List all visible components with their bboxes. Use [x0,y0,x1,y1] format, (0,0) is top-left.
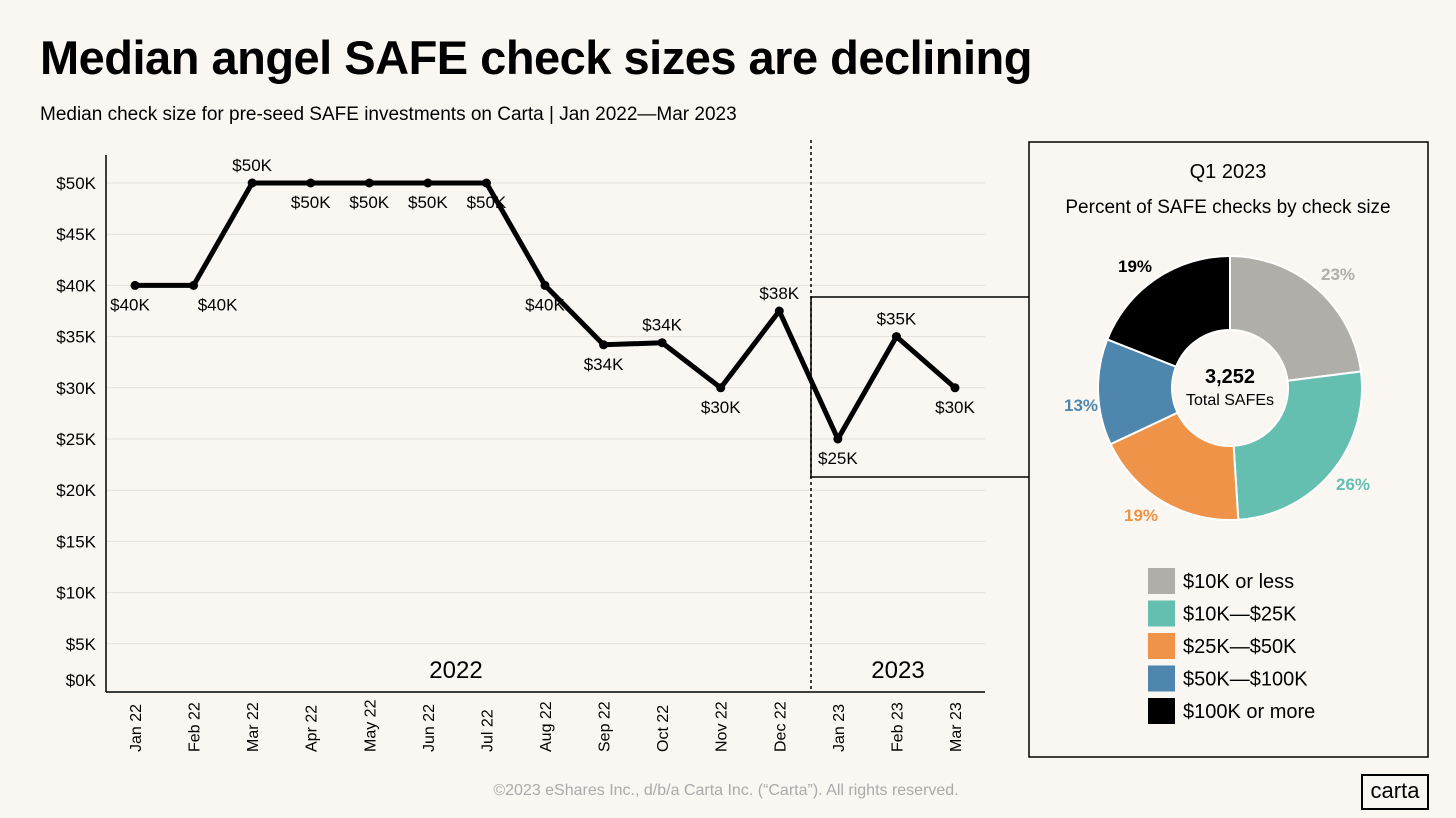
data-point [950,383,960,393]
legend-label: $50K—$100K [1183,669,1308,691]
y-tick-label: $50K [56,174,96,193]
data-point [716,383,726,393]
data-point [833,434,843,444]
pie-subtitle: Percent of SAFE checks by check size [1065,197,1390,218]
x-tick-label: May 22 [362,699,379,752]
legend-swatch [1148,600,1175,627]
y-tick-label: $40K [56,276,96,295]
pie-center-label: Total SAFEs [1186,392,1274,409]
data-label: $50K [408,193,448,212]
data-label: $34K [642,316,682,335]
y-tick-label: $0K [66,671,97,690]
pie-slice [1109,411,1240,521]
data-label: $35K [877,310,917,329]
year-label-2023: 2023 [871,657,924,684]
y-tick-label: $10K [56,584,96,603]
pie-slice [1229,254,1363,382]
x-tick-label: Sep 22 [597,701,614,752]
legend-swatch [1148,698,1175,724]
x-tick-label: Jun 22 [421,704,438,752]
data-point [364,178,374,188]
carta-logo: carta [1361,774,1429,810]
legend-label: $100K or more [1183,701,1315,723]
x-tick-label: Dec 22 [772,701,789,752]
data-label: $50K [291,193,331,212]
x-tick-label: Jul 22 [479,709,496,752]
data-point [891,332,901,342]
x-tick-label: Oct 22 [655,705,672,752]
data-label: $25K [818,449,858,468]
legend-label: $10K or less [1183,571,1294,593]
data-label: $34K [584,355,624,374]
copyright: ©2023 eShares Inc., d/b/a Carta Inc. (“C… [493,782,959,799]
legend-label: $10K—$25K [1183,604,1297,626]
x-tick-label: Feb 23 [889,702,906,752]
y-tick-label: $20K [56,481,96,500]
y-tick-label: $25K [56,430,96,449]
data-point [657,338,667,348]
x-tick-label: Feb 22 [187,702,204,752]
pie-slice [1232,370,1363,521]
data-point [306,178,316,188]
x-tick-label: Apr 22 [304,705,321,752]
data-label: $50K [467,193,507,212]
x-tick-label: Mar 22 [245,702,262,752]
data-point [189,280,199,290]
pie-center-value: 3,252 [1205,366,1255,388]
pie-slice [1105,254,1231,368]
zoom-connector [810,296,1030,478]
pie-slice-label: 26% [1336,475,1370,494]
data-label: $40K [198,295,238,314]
data-point [774,306,784,316]
y-tick-label: $45K [56,225,96,244]
x-tick-label: Mar 23 [948,702,965,752]
pie-slice-label: 23% [1321,265,1355,284]
pie-slice-label: 13% [1064,396,1098,415]
footer: ©2023 eShares Inc., d/b/a Carta Inc. (“C… [0,782,1456,800]
pie-title: Q1 2023 [1190,161,1267,183]
y-tick-label: $15K [56,532,96,551]
pie-panel: Q1 2023 Percent of SAFE checks by check s… [1028,141,1429,758]
y-tick-label: $5K [66,635,97,654]
data-label: $40K [525,295,565,314]
x-tick-label: Nov 22 [714,701,731,752]
data-point [540,280,550,290]
pie-slice-label: 19% [1124,506,1158,525]
legend-swatch [1148,633,1175,659]
data-label: $30K [935,398,975,417]
page-title: Median angel SAFE check sizes are declin… [40,31,1032,84]
line-chart: $0K $5K $10K $15K $20K $25K $30K $35K $40K $45K $5… [56,140,1030,752]
data-label: $40K [110,295,150,314]
data-point [423,178,433,188]
subtitle: Median check size for pre-seed SAFE inve… [40,104,737,125]
data-point [599,340,609,350]
x-tick-label: Aug 22 [538,701,555,752]
x-tick-label: Jan 22 [128,704,145,752]
data-label: $30K [701,398,741,417]
data-label: $50K [232,156,272,175]
data-point [481,178,491,188]
data-label: $50K [349,193,389,212]
data-point [247,178,257,188]
pie-slice-label: 19% [1118,257,1152,276]
data-label: $38K [759,284,799,303]
legend-swatch [1148,665,1175,692]
y-tick-label: $35K [56,328,96,347]
year-label-2022: 2022 [429,657,482,684]
legend-swatch [1148,568,1175,594]
y-tick-label: $30K [56,379,96,398]
data-point [130,280,140,290]
legend-label: $25K—$50K [1183,636,1297,658]
x-tick-label: Jan 23 [831,704,848,752]
